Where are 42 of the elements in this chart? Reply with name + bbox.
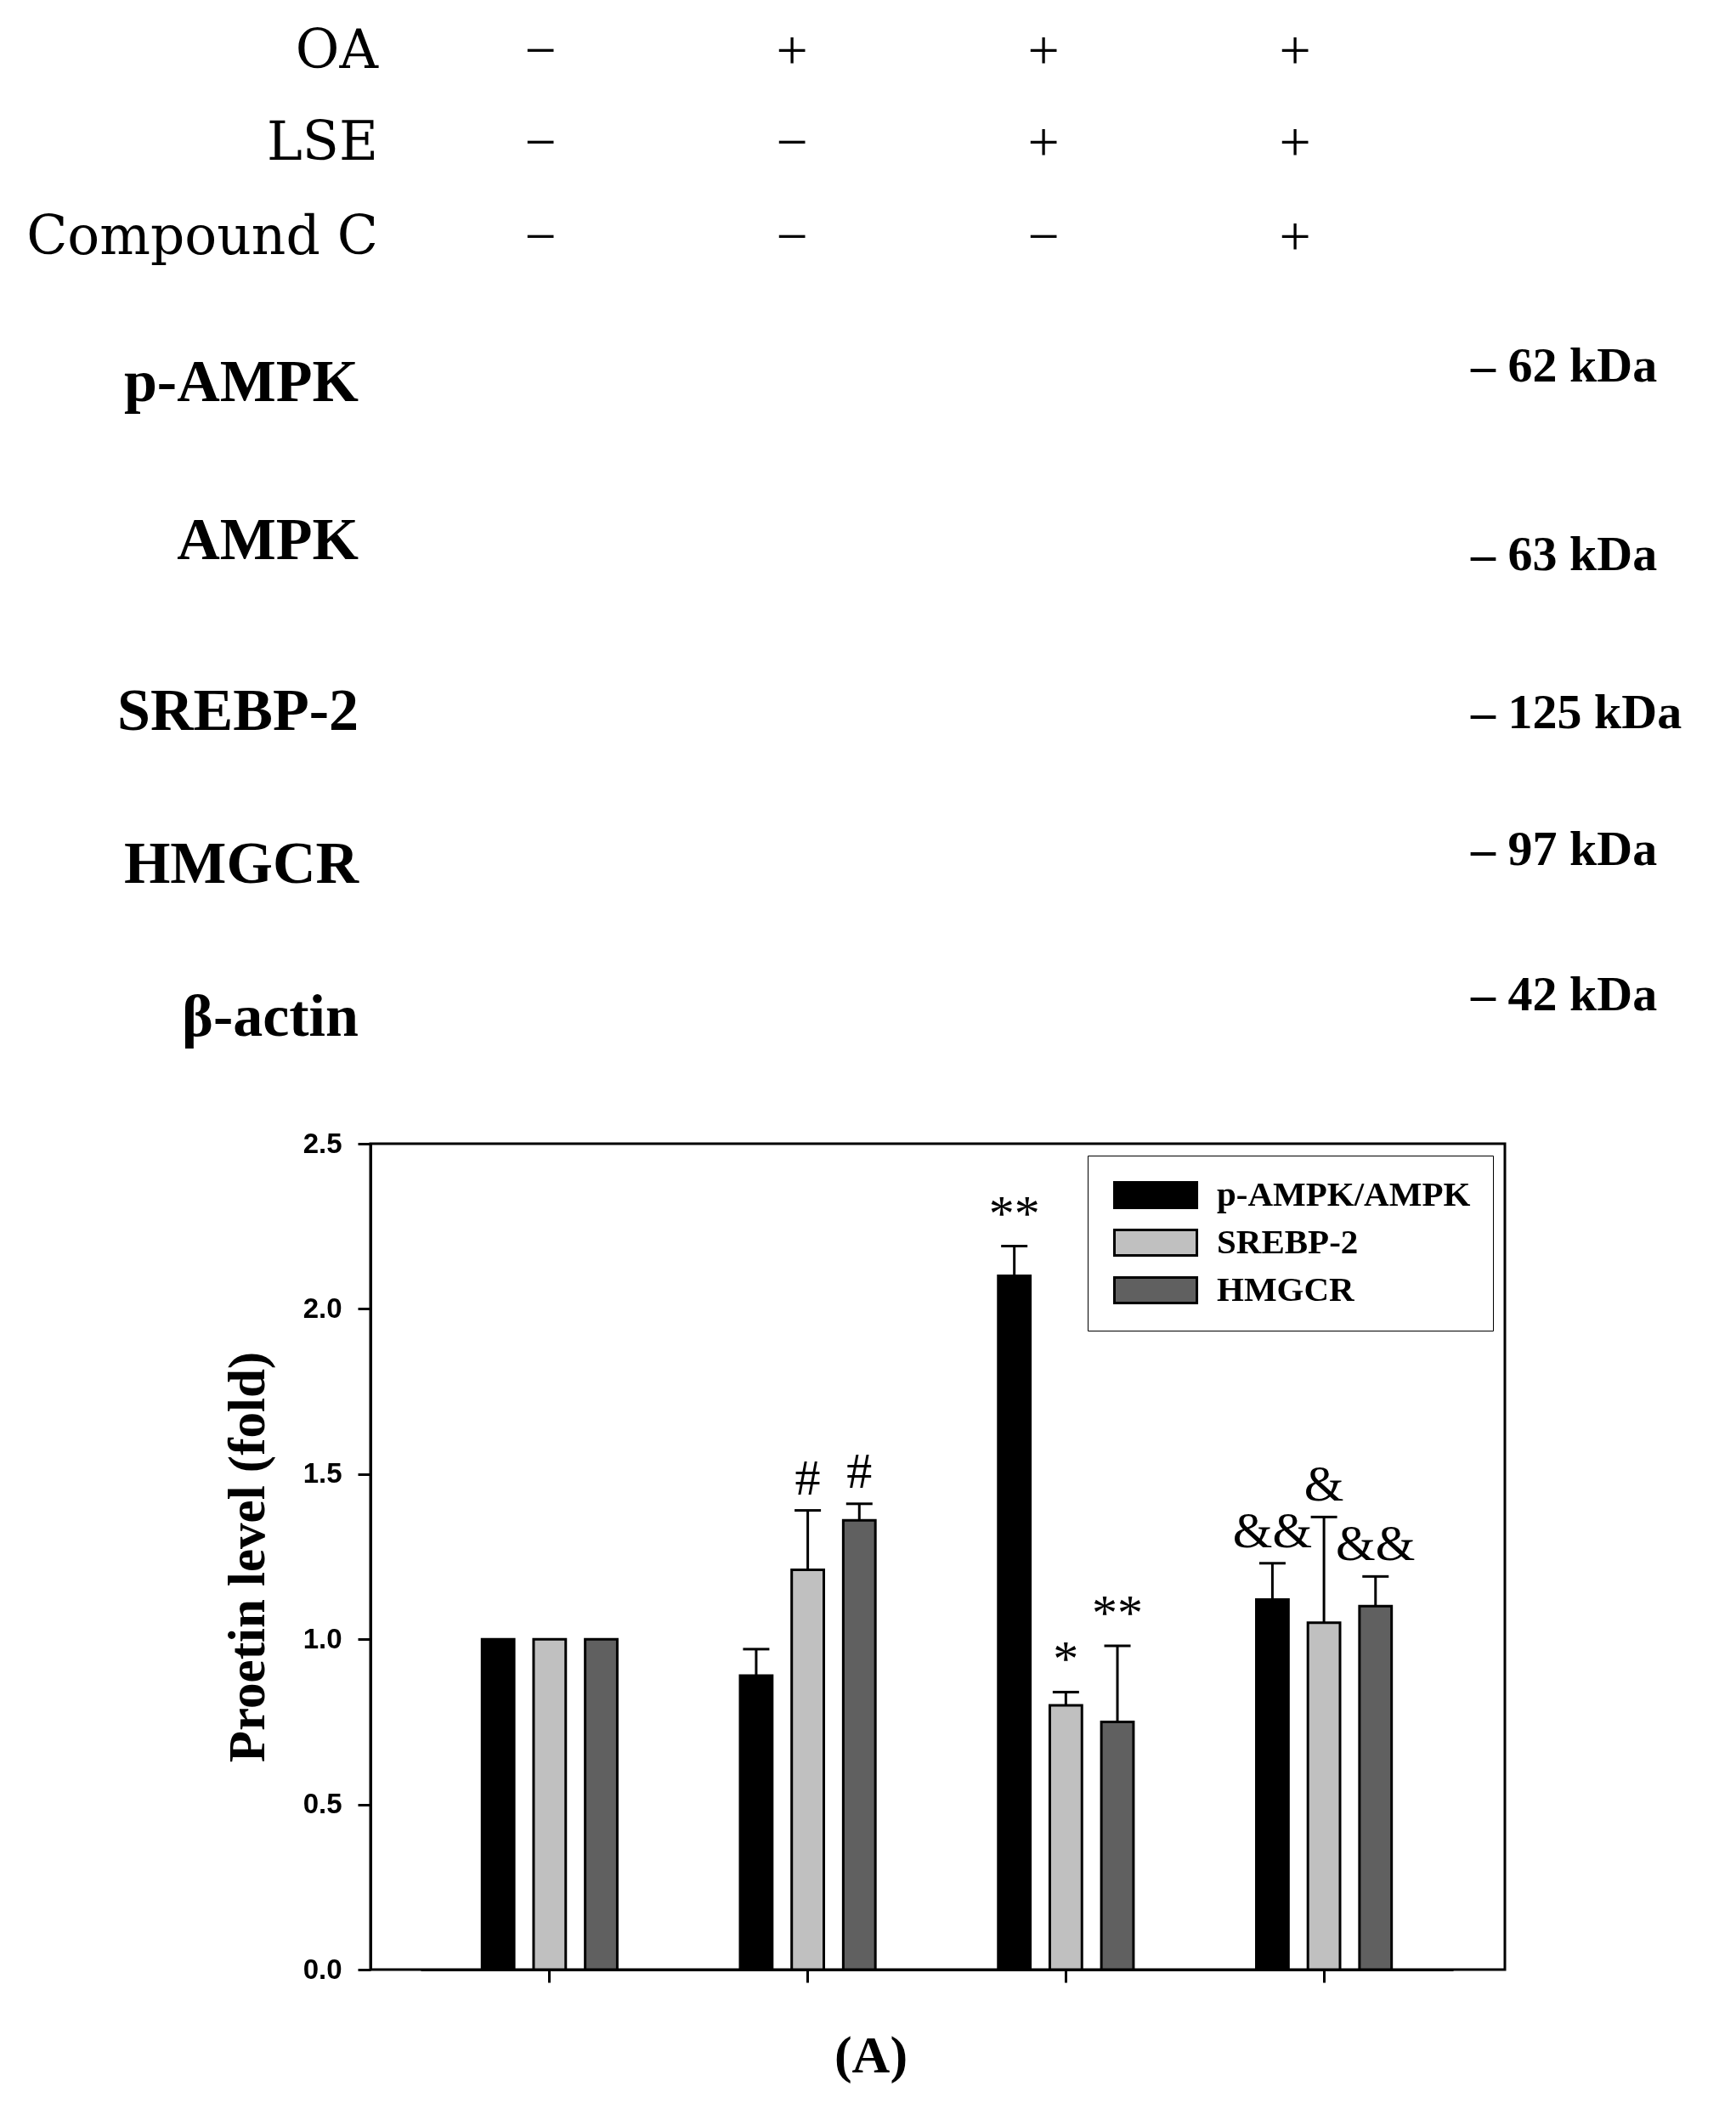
data-label: * xyxy=(1053,1631,1079,1687)
y-tick-label: 0.0 xyxy=(303,1953,342,1985)
text: LSE xyxy=(267,110,378,172)
text: − xyxy=(1027,205,1060,267)
text: – 62 kDa xyxy=(1470,337,1658,393)
text: − xyxy=(776,205,808,267)
text: − xyxy=(776,110,808,172)
text: + xyxy=(1027,19,1060,81)
data-label: # xyxy=(846,1442,873,1499)
legend-label: HMGCR xyxy=(1217,1269,1355,1309)
y-tick-label: 1.0 xyxy=(303,1622,342,1654)
data-label: ** xyxy=(1092,1584,1144,1641)
text: + xyxy=(776,19,808,81)
text: – 125 kDa xyxy=(1470,684,1682,739)
y-axis-title: Proetin level (fold) xyxy=(218,1351,276,1763)
text: OA xyxy=(295,19,380,81)
data-label: # xyxy=(794,1449,821,1506)
text: − xyxy=(524,19,557,81)
text: p-AMPK xyxy=(123,348,359,414)
y-tick-label: 0.5 xyxy=(303,1788,342,1820)
text: Compound C xyxy=(26,205,378,267)
text: − xyxy=(524,110,557,172)
text: + xyxy=(1279,205,1311,267)
text: + xyxy=(1279,110,1311,172)
text: – 63 kDa xyxy=(1470,526,1658,581)
y-tick-label: 2.0 xyxy=(303,1292,342,1324)
y-tick-label: 2.5 xyxy=(303,1127,342,1159)
text: AMPK xyxy=(177,506,359,572)
text: + xyxy=(1279,19,1311,81)
legend-label: SREBP-2 xyxy=(1217,1221,1359,1261)
text: – 42 kDa xyxy=(1470,966,1658,1021)
text: β-actin xyxy=(182,983,359,1049)
text: − xyxy=(524,205,557,267)
legend-label: p-AMPK/AMPK xyxy=(1217,1173,1471,1213)
text: (A) xyxy=(834,2026,908,2084)
data-label: ** xyxy=(988,1184,1040,1241)
text: – 97 kDa xyxy=(1470,821,1658,876)
y-tick-label: 1.5 xyxy=(303,1457,342,1490)
data-label: && xyxy=(1336,1515,1416,1572)
text: HMGCR xyxy=(123,830,360,896)
text: + xyxy=(1027,110,1060,172)
text: SREBP-2 xyxy=(117,677,359,743)
